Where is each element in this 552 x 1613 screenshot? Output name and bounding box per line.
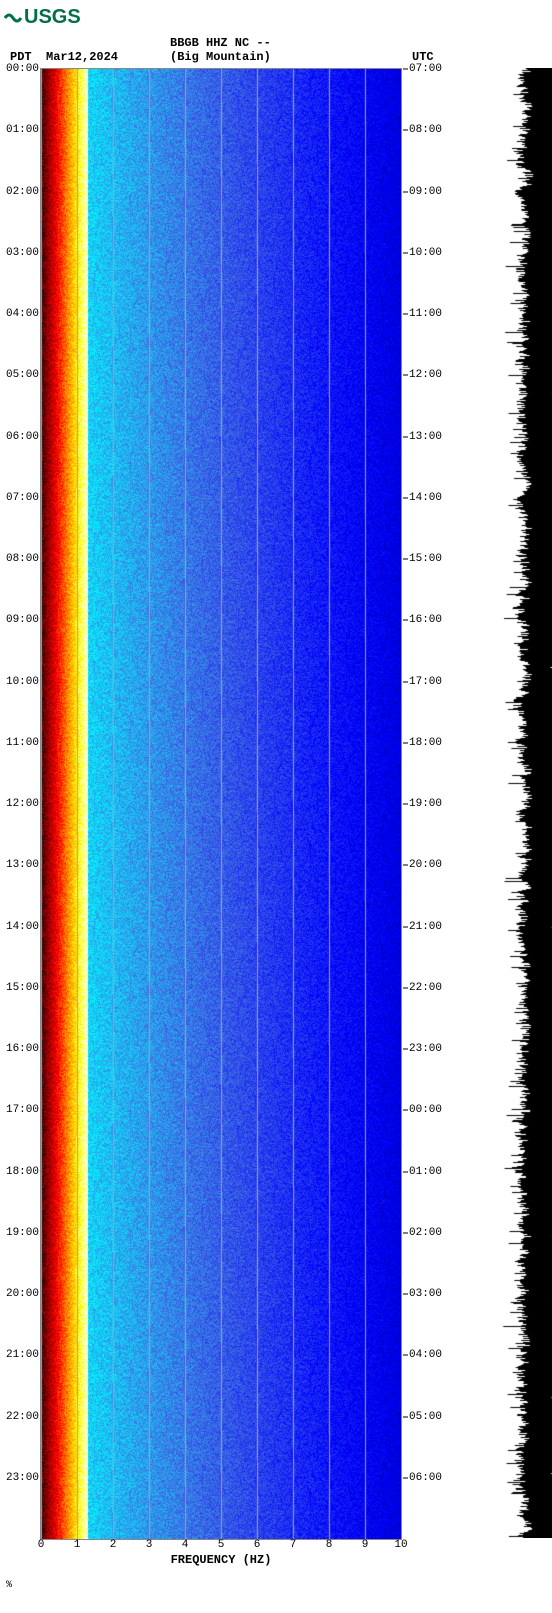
- utc-tick: 16:00: [409, 614, 442, 626]
- utc-tick-mark: [403, 1232, 408, 1233]
- freq-tick: 6: [254, 1539, 261, 1551]
- utc-tick-mark: [403, 436, 408, 437]
- utc-tick: 10:00: [409, 247, 442, 259]
- utc-tick: 05:00: [409, 1411, 442, 1423]
- freq-tick: 0: [38, 1539, 45, 1551]
- utc-tick: 01:00: [409, 1166, 442, 1178]
- freq-tick: 1: [74, 1539, 81, 1551]
- pdt-tick: 11:00: [6, 737, 39, 749]
- station-line2: (Big Mountain): [170, 50, 271, 64]
- utc-tick: 22:00: [409, 982, 442, 994]
- pdt-tick: 05:00: [6, 369, 39, 381]
- utc-tick-mark: [403, 497, 408, 498]
- utc-tick: 07:00: [409, 63, 442, 75]
- utc-tick: 21:00: [409, 921, 442, 933]
- pdt-tick: 20:00: [6, 1288, 39, 1300]
- utc-tick: 20:00: [409, 859, 442, 871]
- utc-tick: 06:00: [409, 1472, 442, 1484]
- utc-tick-mark: [403, 69, 408, 70]
- pdt-tick: 02:00: [6, 186, 39, 198]
- utc-tick-mark: [403, 620, 408, 621]
- utc-tick-mark: [403, 926, 408, 927]
- pdt-tick: 09:00: [6, 614, 39, 626]
- utc-tick-mark: [403, 191, 408, 192]
- pdt-tick: 22:00: [6, 1411, 39, 1423]
- utc-tick-mark: [403, 804, 408, 805]
- utc-tick-mark: [403, 1355, 408, 1356]
- pdt-tick: 12:00: [6, 798, 39, 810]
- tz-left-label: PDT: [10, 50, 32, 64]
- pdt-tick: 23:00: [6, 1472, 39, 1484]
- utc-tick: 19:00: [409, 798, 442, 810]
- spectrogram-canvas: [41, 69, 401, 1539]
- utc-tick-mark: [403, 987, 408, 988]
- utc-tick-mark: [403, 865, 408, 866]
- header: PDT Mar12,2024 BBGB HHZ NC -- (Big Mount…: [0, 34, 552, 68]
- utc-tick-mark: [403, 314, 408, 315]
- station-line1: BBGB HHZ NC --: [170, 36, 271, 50]
- pdt-tick: 15:00: [6, 982, 39, 994]
- utc-tick-mark: [403, 1477, 408, 1478]
- pdt-tick: 14:00: [6, 921, 39, 933]
- utc-tick: 14:00: [409, 492, 442, 504]
- freq-tick: 7: [290, 1539, 297, 1551]
- pdt-tick: 16:00: [6, 1043, 39, 1055]
- utc-tick: 23:00: [409, 1043, 442, 1055]
- pdt-tick: 08:00: [6, 553, 39, 565]
- utc-tick-mark: [403, 252, 408, 253]
- pdt-tick: 03:00: [6, 247, 39, 259]
- utc-tick-mark: [403, 1416, 408, 1417]
- freq-tick: 8: [326, 1539, 333, 1551]
- utc-tick: 08:00: [409, 124, 442, 136]
- pdt-tick: 04:00: [6, 308, 39, 320]
- footnote: %: [6, 1580, 552, 1591]
- pdt-tick: 01:00: [6, 124, 39, 136]
- utc-tick-mark: [403, 375, 408, 376]
- usgs-logo-text: USGS: [24, 6, 81, 28]
- utc-tick: 03:00: [409, 1288, 442, 1300]
- utc-tick: 12:00: [409, 369, 442, 381]
- pdt-tick: 00:00: [6, 63, 39, 75]
- freq-tick: 2: [110, 1539, 117, 1551]
- utc-tick: 04:00: [409, 1349, 442, 1361]
- spectrogram-plot: 00:0001:0002:0003:0004:0005:0006:0007:00…: [40, 68, 402, 1540]
- pdt-tick: 17:00: [6, 1104, 39, 1116]
- utc-tick-mark: [403, 1049, 408, 1050]
- pdt-tick: 13:00: [6, 859, 39, 871]
- utc-tick: 13:00: [409, 431, 442, 443]
- freq-tick: 10: [394, 1539, 407, 1551]
- usgs-logo: USGS: [4, 4, 552, 32]
- pdt-tick: 10:00: [6, 676, 39, 688]
- utc-tick-mark: [403, 742, 408, 743]
- utc-tick-mark: [403, 1171, 408, 1172]
- utc-tick-mark: [403, 1294, 408, 1295]
- utc-tick: 09:00: [409, 186, 442, 198]
- pdt-tick: 19:00: [6, 1227, 39, 1239]
- utc-tick-mark: [403, 559, 408, 560]
- frequency-axis: 012345678910: [41, 1539, 401, 1553]
- pdt-tick: 21:00: [6, 1349, 39, 1361]
- utc-tick: 17:00: [409, 676, 442, 688]
- freq-tick: 9: [362, 1539, 369, 1551]
- pdt-tick: 06:00: [6, 431, 39, 443]
- pdt-tick: 18:00: [6, 1166, 39, 1178]
- utc-tick-mark: [403, 1110, 408, 1111]
- freq-tick: 3: [146, 1539, 153, 1551]
- pdt-axis: 00:0001:0002:0003:0004:0005:0006:0007:00…: [3, 69, 39, 1539]
- utc-tick: 11:00: [409, 308, 442, 320]
- utc-tick: 15:00: [409, 553, 442, 565]
- seismic-trace: [492, 68, 552, 1538]
- utc-tick-mark: [403, 130, 408, 131]
- pdt-tick: 07:00: [6, 492, 39, 504]
- freq-tick: 4: [182, 1539, 189, 1551]
- utc-tick-mark: [403, 681, 408, 682]
- tz-right-label: UTC: [412, 50, 434, 64]
- utc-tick: 00:00: [409, 1104, 442, 1116]
- freq-tick: 5: [218, 1539, 225, 1551]
- utc-axis: 07:0008:0009:0010:0011:0012:0013:0014:00…: [403, 69, 443, 1539]
- utc-tick: 02:00: [409, 1227, 442, 1239]
- utc-tick: 18:00: [409, 737, 442, 749]
- x-axis-label: FREQUENCY (HZ): [171, 1553, 272, 1567]
- date-label: Mar12,2024: [46, 50, 118, 64]
